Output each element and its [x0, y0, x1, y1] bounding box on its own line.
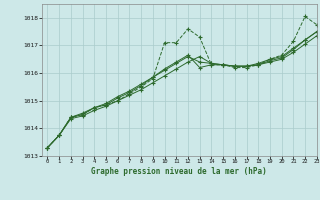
X-axis label: Graphe pression niveau de la mer (hPa): Graphe pression niveau de la mer (hPa): [91, 167, 267, 176]
